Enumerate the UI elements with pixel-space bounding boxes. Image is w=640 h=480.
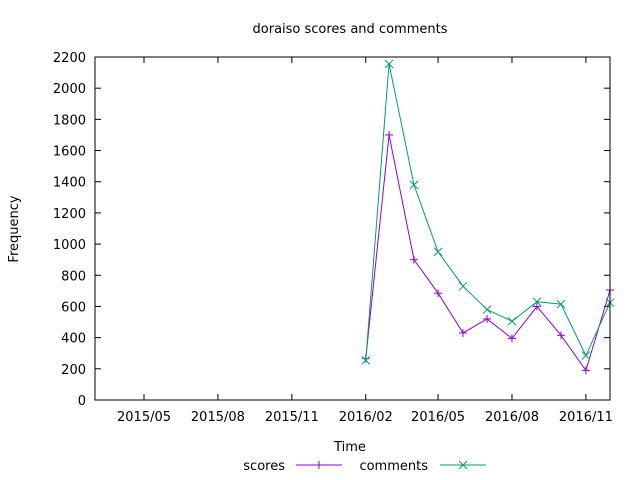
series-scores (361, 130, 614, 375)
x-tick-label: 2016/02 (339, 410, 393, 425)
data-point-comments (482, 305, 492, 314)
y-tick-label: 1000 (53, 238, 86, 253)
x-tick-label: 2016/08 (485, 410, 539, 425)
data-point-comments (361, 355, 371, 365)
y-tick-label: 1600 (53, 145, 86, 160)
axis-ticks: 0 200 400 600 800 1000 1200 1400 1600 1800 2000 220… (53, 51, 613, 425)
y-tick-label: 400 (61, 332, 86, 347)
y-tick-label: 600 (61, 300, 86, 315)
data-point-scores (409, 255, 418, 264)
y-tick-label: 2000 (53, 82, 86, 97)
legend: scores comments (243, 459, 486, 474)
series-line-comments (365, 63, 611, 361)
x-axis-label: Time (333, 440, 366, 455)
y-tick-label: 200 (61, 363, 86, 378)
y-tick-label: 800 (61, 269, 86, 284)
data-point-comments (532, 297, 542, 307)
y-tick-label: 0 (78, 394, 86, 409)
x-tick-label: 2015/11 (265, 410, 319, 425)
y-tick-label: 1200 (53, 207, 86, 222)
y-tick-label: 1400 (53, 176, 86, 191)
legend-label-scores: scores (243, 459, 285, 474)
data-point-scores (507, 334, 516, 343)
data-point-scores (434, 289, 443, 298)
y-tick-label: 2200 (53, 51, 86, 66)
data-point-scores (385, 130, 394, 139)
data-point-comments (556, 299, 566, 309)
data-point-comments (458, 281, 468, 291)
x-tick-label: 2016/11 (559, 410, 613, 425)
x-tick-label: 2015/05 (117, 410, 171, 425)
legend-marker-scores (315, 461, 323, 469)
chart-title: doraiso scores and comments (253, 22, 448, 37)
data-point-scores (581, 366, 590, 375)
data-point-comments (507, 316, 517, 326)
data-point-comments (409, 180, 419, 190)
series-layer (361, 59, 615, 375)
data-point-scores (532, 302, 541, 311)
data-point-comments (581, 351, 591, 360)
legend-marker-comments (458, 460, 468, 470)
y-tick-label: 1800 (53, 113, 86, 128)
plot-frame (94, 56, 611, 401)
data-point-scores (483, 314, 492, 323)
data-point-scores (556, 331, 565, 340)
data-point-scores (458, 328, 467, 337)
series-comments (361, 59, 615, 365)
data-point-comments (384, 59, 394, 69)
y-axis-label: Frequency (7, 195, 22, 262)
x-tick-label: 2016/05 (411, 410, 465, 425)
data-point-comments (433, 247, 443, 257)
series-line-scores (365, 134, 611, 372)
legend-label-comments: comments (359, 459, 428, 474)
x-tick-label: 2015/08 (191, 410, 245, 425)
